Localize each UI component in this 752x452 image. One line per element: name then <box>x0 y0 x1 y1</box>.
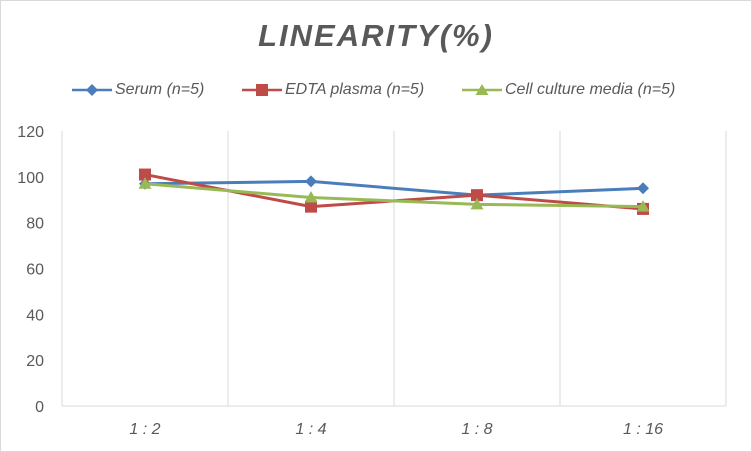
series-line <box>144 182 644 209</box>
legend-swatch-edta-plasma <box>242 84 282 96</box>
x-tick-label: 1 : 2 <box>129 421 160 438</box>
data-point <box>637 182 649 195</box>
legend-item-edta-plasma: EDTA plasma (n=5) <box>242 78 424 102</box>
y-tick-label: 120 <box>17 124 44 141</box>
data-point <box>138 177 152 189</box>
y-tick-label: 80 <box>26 216 44 233</box>
series-line <box>144 179 644 197</box>
y-tick-label: 40 <box>26 307 44 324</box>
x-tick-label: 1 : 4 <box>295 421 326 438</box>
data-point <box>305 200 317 213</box>
legend-label-serum: Serum (n=5) <box>115 81 205 98</box>
data-point <box>471 189 483 202</box>
legend-label-edta-plasma: EDTA plasma (n=5) <box>285 81 425 98</box>
y-tick-label: 100 <box>17 170 44 187</box>
legend-swatch-serum <box>72 84 112 96</box>
y-tick-label: 0 <box>35 399 44 416</box>
y-tick-label: 60 <box>26 262 44 279</box>
series-cell-culture-media-n-5 <box>138 177 650 212</box>
x-tick-label: 1 : 16 <box>623 421 663 438</box>
data-point <box>636 200 650 212</box>
data-point <box>304 190 318 203</box>
legend-label-cell-culture-media: Cell culture media (n=5) <box>505 81 676 98</box>
data-point <box>139 168 151 181</box>
data-point <box>470 197 484 210</box>
legend-swatch-cell-culture-media <box>462 84 502 95</box>
legend: Serum (n=5) EDTA plasma (n=5) Cell cultu… <box>0 78 752 102</box>
legend-item-serum: Serum (n=5) <box>72 78 204 102</box>
x-tick-label: 1 : 8 <box>461 421 492 438</box>
y-tick-label: 20 <box>26 353 44 370</box>
data-point <box>305 175 317 188</box>
chart-title: LINEARITY(%) <box>258 18 494 53</box>
legend-item-cell-culture-media: Cell culture media (n=5) <box>462 78 675 102</box>
